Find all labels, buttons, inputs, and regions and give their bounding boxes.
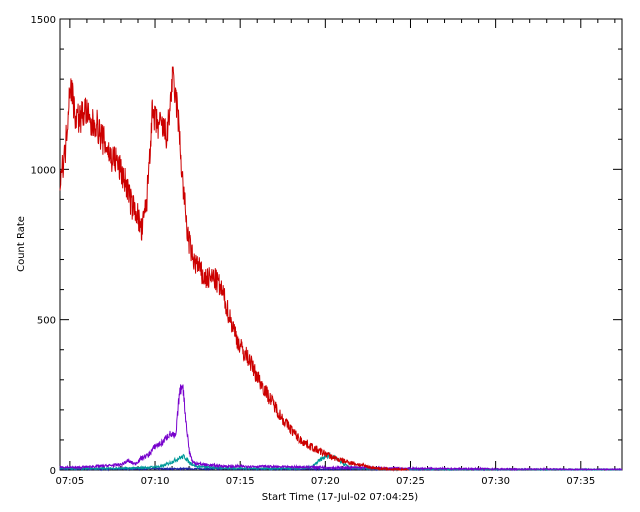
- y-axis-label: Count Rate: [16, 216, 27, 272]
- series-group: [59, 66, 623, 472]
- y-tick-label: 1500: [31, 15, 56, 26]
- y-tick-label: 0: [50, 466, 56, 477]
- series-line-1: [59, 66, 410, 472]
- x-tick-label: 07:35: [566, 476, 595, 487]
- x-axis-label: Start Time (17-Jul-02 07:04:25): [262, 492, 419, 503]
- x-tick-label: 07:30: [481, 476, 510, 487]
- series-line-2: [59, 384, 623, 472]
- y-tick-label: 1000: [31, 165, 56, 176]
- plot-frame: [59, 18, 623, 471]
- x-tick-label: 07:20: [311, 476, 340, 487]
- x-tick-label: 07:05: [55, 476, 84, 487]
- axes: 0 500 1000 1500 07:05 07:10 07:15 07:20 07:25 07:…: [31, 15, 623, 487]
- x-tick-label: 07:15: [226, 476, 255, 487]
- x-tick-label: 07:10: [141, 476, 170, 487]
- x-tick-label: 07:25: [396, 476, 425, 487]
- y-tick-label: 500: [37, 316, 56, 327]
